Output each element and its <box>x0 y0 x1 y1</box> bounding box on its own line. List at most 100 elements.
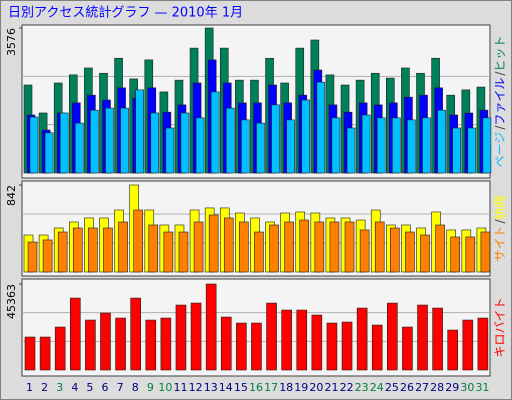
bar <box>145 319 157 371</box>
legend: サイト /訪問 <box>492 195 507 261</box>
bar <box>72 227 83 273</box>
bar <box>299 219 310 273</box>
bar <box>432 307 443 371</box>
bar <box>422 117 431 174</box>
x-tick-label: 16 <box>249 381 263 394</box>
bar <box>193 221 204 273</box>
chart-title: 日別アクセス統計グラフ — 2010年 1月 <box>8 5 243 21</box>
bar <box>452 127 462 174</box>
legend: ページ/ファイル/ヒット <box>493 36 507 168</box>
bar <box>133 209 143 273</box>
bar <box>150 112 160 174</box>
y-tick-label: 45363 <box>5 284 18 319</box>
x-tick-label: 4 <box>71 381 78 394</box>
bar <box>29 116 39 174</box>
bar <box>266 302 277 371</box>
x-tick-label: 9 <box>147 381 154 394</box>
bar <box>326 322 338 371</box>
x-tick-label: 13 <box>204 381 218 394</box>
bar <box>269 224 279 273</box>
bar <box>241 119 250 174</box>
x-tick-label: 29 <box>445 381 459 394</box>
legend-entry: キロバイト <box>493 297 507 357</box>
x-tick-label: 22 <box>340 381 354 394</box>
x-tick-label: 7 <box>117 381 124 394</box>
legend-entry: ページ <box>493 132 507 168</box>
bar <box>74 122 84 174</box>
x-tick-label: 18 <box>279 381 293 394</box>
bar <box>314 221 325 273</box>
x-tick-label: 2 <box>41 381 48 394</box>
bar <box>341 321 353 371</box>
x-tick-label: 12 <box>189 381 203 394</box>
bar <box>286 119 295 174</box>
x-tick-label: 26 <box>400 381 414 394</box>
x-tick-label: 21 <box>324 381 338 394</box>
bar <box>316 81 326 174</box>
legend-entry: ヒット <box>493 36 507 72</box>
x-tick-label: 14 <box>219 381 233 394</box>
x-tick-label: 28 <box>430 381 444 394</box>
bar <box>195 117 205 174</box>
bar <box>163 231 174 273</box>
bar <box>480 231 491 273</box>
bar <box>447 329 459 371</box>
bar <box>165 127 175 174</box>
bar <box>477 317 489 371</box>
x-tick-label: 8 <box>132 381 139 394</box>
x-tick-label: 6 <box>102 381 109 394</box>
legend-separator: / <box>493 219 507 224</box>
x-tick-label: 11 <box>174 381 188 394</box>
y-tick-label: 842 <box>5 185 18 206</box>
legend-separator: / <box>493 125 507 130</box>
bar <box>420 234 430 273</box>
bar <box>44 132 54 174</box>
bar <box>225 107 235 174</box>
bar <box>90 109 99 174</box>
bar <box>256 122 265 174</box>
x-tick-label: 30 <box>460 381 474 394</box>
x-tick-label: 10 <box>158 381 172 394</box>
bar <box>85 319 96 371</box>
legend-entry: サイト <box>493 226 507 262</box>
bar <box>417 304 428 371</box>
bar <box>223 217 234 273</box>
bar <box>271 104 280 174</box>
bar <box>24 336 36 371</box>
bar <box>435 224 445 273</box>
bar <box>59 112 69 174</box>
x-tick-label: 25 <box>385 381 399 394</box>
bar <box>296 309 308 371</box>
bar <box>251 322 262 371</box>
bar <box>405 231 415 273</box>
x-tick-label: 20 <box>309 381 323 394</box>
x-tick-label: 24 <box>370 381 384 394</box>
bar <box>205 283 217 371</box>
bar <box>210 91 220 174</box>
x-tick-label: 31 <box>475 381 489 394</box>
bar <box>437 109 446 174</box>
bar <box>301 99 311 174</box>
bar <box>254 231 264 273</box>
bar <box>175 304 187 371</box>
bar <box>376 117 386 174</box>
bar <box>57 231 68 273</box>
bar <box>220 316 232 371</box>
bar <box>239 221 249 273</box>
x-tick-label: 23 <box>355 381 369 394</box>
x-tick-label: 17 <box>264 381 278 394</box>
bar <box>42 239 53 273</box>
bar <box>374 221 385 273</box>
x-tick-label: 15 <box>234 381 248 394</box>
bar <box>180 112 190 174</box>
bar <box>100 312 111 371</box>
bar <box>118 221 128 273</box>
bar <box>130 297 141 371</box>
bar <box>346 127 356 174</box>
bar <box>281 309 292 371</box>
bar <box>39 336 51 371</box>
bar <box>329 221 340 273</box>
bar <box>311 314 323 371</box>
bar <box>105 107 114 174</box>
